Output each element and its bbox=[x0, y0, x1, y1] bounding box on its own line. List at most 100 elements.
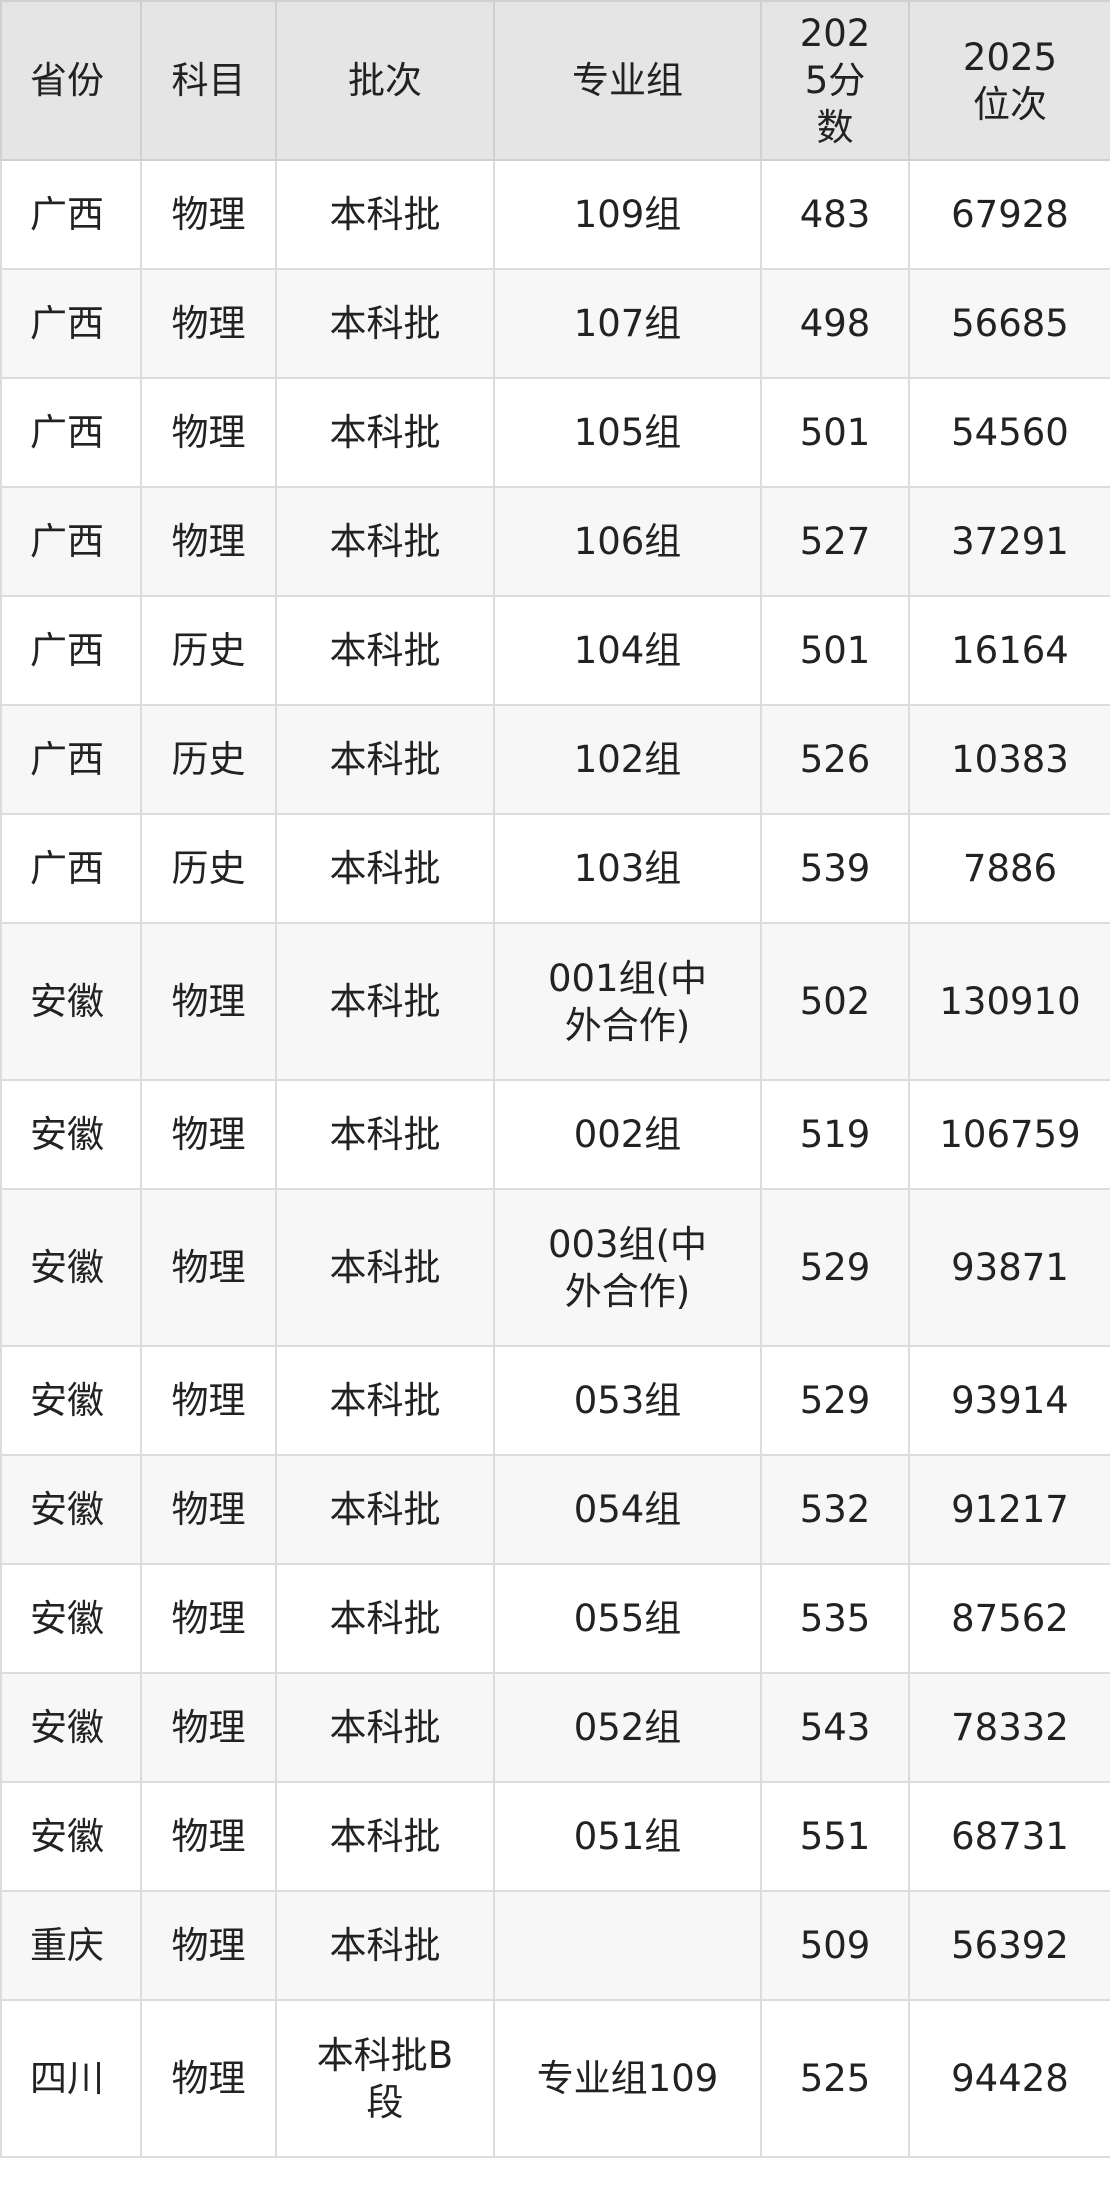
cell-batch: 本科批 bbox=[275, 1781, 495, 1892]
cell-rank: 37291 bbox=[908, 486, 1110, 597]
cell-major-group: 106组 bbox=[493, 486, 762, 597]
cell-batch: 本科批 bbox=[275, 1188, 495, 1347]
cell-major-group: 001组(中外合作) bbox=[493, 922, 762, 1081]
cell-score: 543 bbox=[760, 1672, 910, 1783]
table-row: 广西 物理 本科批 106组 527 37291 bbox=[0, 486, 1110, 597]
cell-subject: 物理 bbox=[140, 1672, 277, 1783]
table-row: 安徽 物理 本科批 001组(中外合作) 502 130910 bbox=[0, 922, 1110, 1081]
cell-major-group bbox=[493, 1890, 762, 2001]
table-row: 广西 物理 本科批 107组 498 56685 bbox=[0, 268, 1110, 379]
cell-batch: 本科批 bbox=[275, 159, 495, 270]
cell-score: 483 bbox=[760, 159, 910, 270]
table-row: 安徽 物理 本科批 002组 519 106759 bbox=[0, 1079, 1110, 1190]
cell-score: 502 bbox=[760, 922, 910, 1081]
cell-province: 安徽 bbox=[0, 1345, 142, 1456]
cell-rank: 56685 bbox=[908, 268, 1110, 379]
table-row: 安徽 物理 本科批 052组 543 78332 bbox=[0, 1672, 1110, 1783]
cell-score: 529 bbox=[760, 1345, 910, 1456]
cell-score: 527 bbox=[760, 486, 910, 597]
table-row: 广西 物理 本科批 109组 483 67928 bbox=[0, 159, 1110, 270]
table-row: 安徽 物理 本科批 054组 532 91217 bbox=[0, 1454, 1110, 1565]
cell-rank: 67928 bbox=[908, 159, 1110, 270]
cell-subject: 历史 bbox=[140, 813, 277, 924]
cell-batch: 本科批 bbox=[275, 1079, 495, 1190]
cell-batch: 本科批 bbox=[275, 1890, 495, 2001]
cell-province: 广西 bbox=[0, 813, 142, 924]
cell-province: 广西 bbox=[0, 159, 142, 270]
cell-subject: 物理 bbox=[140, 486, 277, 597]
cell-batch: 本科批 bbox=[275, 704, 495, 815]
cell-major-group: 103组 bbox=[493, 813, 762, 924]
header-batch: 批次 bbox=[275, 0, 495, 161]
cell-major-group: 054组 bbox=[493, 1454, 762, 1565]
table-row: 四川 物理 本科批B段 专业组109 525 94428 bbox=[0, 1999, 1110, 2158]
cell-province: 安徽 bbox=[0, 922, 142, 1081]
cell-subject: 物理 bbox=[140, 922, 277, 1081]
cell-score: 498 bbox=[760, 268, 910, 379]
header-score: 2025分数 bbox=[760, 0, 910, 161]
cell-province: 安徽 bbox=[0, 1079, 142, 1190]
cell-major-group: 104组 bbox=[493, 595, 762, 706]
cell-rank: 56392 bbox=[908, 1890, 1110, 2001]
cell-major-group: 107组 bbox=[493, 268, 762, 379]
cell-rank: 7886 bbox=[908, 813, 1110, 924]
cell-rank: 16164 bbox=[908, 595, 1110, 706]
cell-rank: 10383 bbox=[908, 704, 1110, 815]
cell-province: 重庆 bbox=[0, 1890, 142, 2001]
cell-batch: 本科批 bbox=[275, 813, 495, 924]
header-major-group: 专业组 bbox=[493, 0, 762, 161]
cell-batch: 本科批 bbox=[275, 1454, 495, 1565]
table-row: 安徽 物理 本科批 053组 529 93914 bbox=[0, 1345, 1110, 1456]
cell-batch: 本科批 bbox=[275, 1563, 495, 1674]
cell-major-group: 109组 bbox=[493, 159, 762, 270]
cell-score: 501 bbox=[760, 595, 910, 706]
cell-major-group: 102组 bbox=[493, 704, 762, 815]
cell-batch: 本科批 bbox=[275, 595, 495, 706]
cell-subject: 物理 bbox=[140, 1890, 277, 2001]
cell-province: 安徽 bbox=[0, 1672, 142, 1783]
header-subject: 科目 bbox=[140, 0, 277, 161]
cell-rank: 91217 bbox=[908, 1454, 1110, 1565]
cell-province: 安徽 bbox=[0, 1188, 142, 1347]
cell-province: 广西 bbox=[0, 486, 142, 597]
table-row: 广西 物理 本科批 105组 501 54560 bbox=[0, 377, 1110, 488]
table-row: 重庆 物理 本科批 509 56392 bbox=[0, 1890, 1110, 2001]
cell-province: 广西 bbox=[0, 377, 142, 488]
cell-score: 501 bbox=[760, 377, 910, 488]
table-row: 广西 历史 本科批 102组 526 10383 bbox=[0, 704, 1110, 815]
cell-subject: 历史 bbox=[140, 595, 277, 706]
cell-province: 广西 bbox=[0, 704, 142, 815]
cell-score: 529 bbox=[760, 1188, 910, 1347]
cell-province: 广西 bbox=[0, 268, 142, 379]
cell-major-group: 053组 bbox=[493, 1345, 762, 1456]
cell-major-group: 055组 bbox=[493, 1563, 762, 1674]
header-province: 省份 bbox=[0, 0, 142, 161]
cell-score: 519 bbox=[760, 1079, 910, 1190]
cell-rank: 87562 bbox=[908, 1563, 1110, 1674]
cell-batch: 本科批 bbox=[275, 1672, 495, 1783]
table-row: 安徽 物理 本科批 055组 535 87562 bbox=[0, 1563, 1110, 1674]
cell-batch: 本科批 bbox=[275, 486, 495, 597]
cell-batch: 本科批 bbox=[275, 377, 495, 488]
cell-score: 551 bbox=[760, 1781, 910, 1892]
cell-province: 安徽 bbox=[0, 1454, 142, 1565]
cell-batch: 本科批 bbox=[275, 268, 495, 379]
cell-subject: 物理 bbox=[140, 268, 277, 379]
cell-score: 509 bbox=[760, 1890, 910, 2001]
table-row: 广西 历史 本科批 103组 539 7886 bbox=[0, 813, 1110, 924]
cell-major-group: 专业组109 bbox=[493, 1999, 762, 2158]
cell-score: 539 bbox=[760, 813, 910, 924]
cell-subject: 物理 bbox=[140, 1188, 277, 1347]
cell-rank: 78332 bbox=[908, 1672, 1110, 1783]
cell-rank: 106759 bbox=[908, 1079, 1110, 1190]
table-row: 安徽 物理 本科批 051组 551 68731 bbox=[0, 1781, 1110, 1892]
cell-rank: 130910 bbox=[908, 922, 1110, 1081]
cell-rank: 93914 bbox=[908, 1345, 1110, 1456]
cell-rank: 68731 bbox=[908, 1781, 1110, 1892]
cell-subject: 物理 bbox=[140, 159, 277, 270]
cell-province: 四川 bbox=[0, 1999, 142, 2158]
cell-batch: 本科批 bbox=[275, 922, 495, 1081]
cell-subject: 物理 bbox=[140, 1999, 277, 2158]
cell-major-group: 002组 bbox=[493, 1079, 762, 1190]
cell-batch: 本科批B段 bbox=[275, 1999, 495, 2158]
